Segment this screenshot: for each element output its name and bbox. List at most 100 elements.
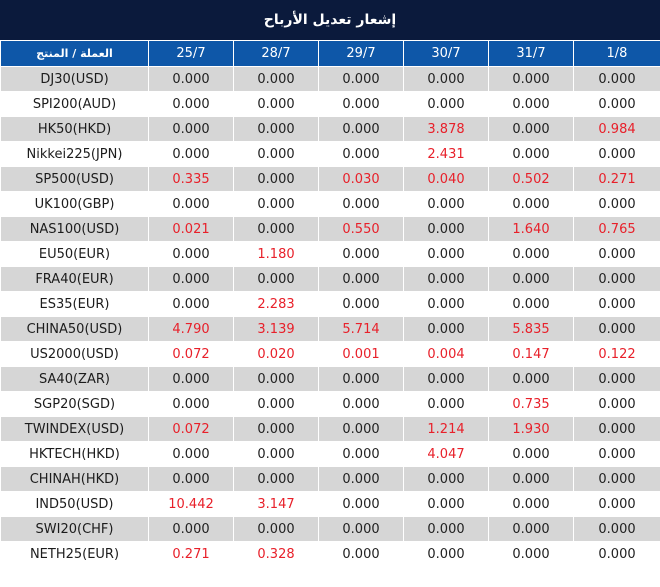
- value-cell: 0.000: [488, 541, 574, 567]
- table-row: EU50(EUR) 0.000 1.180 0.000 0.000 0.000 0.000: [0, 241, 660, 267]
- value-cell: 0.000: [318, 266, 404, 292]
- value-cell: 0.000: [233, 416, 319, 442]
- header-date: 30/7: [403, 40, 489, 67]
- value-cell: 0.000: [488, 291, 574, 317]
- value-cell: 0.000: [233, 66, 319, 92]
- value-cell: 0.000: [318, 391, 404, 417]
- header-date: 1/8: [573, 40, 660, 67]
- header-date: 28/7: [233, 40, 319, 67]
- instrument-cell: NAS100(USD): [0, 216, 149, 242]
- value-cell: 0.000: [233, 116, 319, 142]
- value-cell: 2.283: [233, 291, 319, 317]
- page-title: إشعار تعديل الأرباح: [0, 0, 660, 40]
- value-cell: 0.000: [318, 66, 404, 92]
- value-cell: 0.000: [403, 316, 489, 342]
- value-cell: 0.000: [148, 266, 234, 292]
- value-cell: 0.000: [488, 266, 574, 292]
- instrument-cell: SA40(ZAR): [0, 366, 149, 392]
- table-row: SPI200(AUD) 0.000 0.000 0.000 0.000 0.000 0.00…: [0, 91, 660, 117]
- instrument-cell: US2000(USD): [0, 341, 149, 367]
- value-cell: 0.000: [573, 366, 660, 392]
- header-date: 29/7: [318, 40, 404, 67]
- header-date: 31/7: [488, 40, 574, 67]
- header-instrument: العملة / المنتج: [0, 40, 149, 67]
- value-cell: 1.640: [488, 216, 574, 242]
- value-cell: 0.000: [488, 516, 574, 542]
- instrument-cell: SP500(USD): [0, 166, 149, 192]
- value-cell: 0.000: [573, 441, 660, 467]
- value-cell: 0.000: [573, 266, 660, 292]
- table-body: DJ30(USD) 0.000 0.000 0.000 0.000 0.000 0.000 S…: [0, 66, 660, 567]
- value-cell: 0.000: [488, 191, 574, 217]
- table-row: SWI20(CHF) 0.000 0.000 0.000 0.000 0.000 0.000: [0, 516, 660, 542]
- table-row: NETH25(EUR) 0.271 0.328 0.000 0.000 0.000 0.00…: [0, 541, 660, 567]
- table-row: CHINAH(HKD) 0.000 0.000 0.000 0.000 0.000 0.00…: [0, 466, 660, 492]
- value-cell: 0.000: [148, 141, 234, 167]
- value-cell: 0.000: [233, 366, 319, 392]
- value-cell: 0.000: [233, 91, 319, 117]
- value-cell: 0.271: [573, 166, 660, 192]
- value-cell: 0.000: [403, 266, 489, 292]
- instrument-cell: Nikkei225(JPN): [0, 141, 149, 167]
- value-cell: 0.000: [148, 516, 234, 542]
- value-cell: 0.000: [233, 391, 319, 417]
- value-cell: 0.000: [318, 416, 404, 442]
- value-cell: 0.335: [148, 166, 234, 192]
- value-cell: 0.000: [403, 66, 489, 92]
- value-cell: 0.328: [233, 541, 319, 567]
- table-row: NAS100(USD) 0.021 0.000 0.550 0.000 1.640 0.76…: [0, 216, 660, 242]
- value-cell: 4.047: [403, 441, 489, 467]
- table-row: HK50(HKD) 0.000 0.000 0.000 3.878 0.000 0.984: [0, 116, 660, 142]
- value-cell: 0.000: [573, 91, 660, 117]
- value-cell: 0.000: [318, 291, 404, 317]
- value-cell: 0.000: [233, 466, 319, 492]
- instrument-cell: NETH25(EUR): [0, 541, 149, 567]
- value-cell: 0.000: [573, 141, 660, 167]
- value-cell: 0.000: [148, 391, 234, 417]
- value-cell: 0.000: [233, 191, 319, 217]
- header-date: 25/7: [148, 40, 234, 67]
- value-cell: 0.000: [403, 541, 489, 567]
- value-cell: 0.000: [403, 516, 489, 542]
- value-cell: 0.735: [488, 391, 574, 417]
- value-cell: 0.000: [403, 191, 489, 217]
- table-row: FRA40(EUR) 0.000 0.000 0.000 0.000 0.000 0.000: [0, 266, 660, 292]
- value-cell: 0.000: [573, 516, 660, 542]
- value-cell: 0.000: [488, 491, 574, 517]
- value-cell: 10.442: [148, 491, 234, 517]
- value-cell: 1.180: [233, 241, 319, 267]
- value-cell: 3.878: [403, 116, 489, 142]
- value-cell: 0.000: [573, 491, 660, 517]
- value-cell: 4.790: [148, 316, 234, 342]
- instrument-cell: TWINDEX(USD): [0, 416, 149, 442]
- value-cell: 0.000: [573, 466, 660, 492]
- value-cell: 0.000: [318, 241, 404, 267]
- value-cell: 0.122: [573, 341, 660, 367]
- value-cell: 0.000: [233, 516, 319, 542]
- value-cell: 0.000: [403, 241, 489, 267]
- value-cell: 0.502: [488, 166, 574, 192]
- value-cell: 0.001: [318, 341, 404, 367]
- value-cell: 0.000: [403, 366, 489, 392]
- table-header-row: العملة / المنتج 25/7 28/7 29/7 30/7 31/7…: [0, 40, 660, 67]
- value-cell: 3.147: [233, 491, 319, 517]
- instrument-cell: SWI20(CHF): [0, 516, 149, 542]
- table-row: SGP20(SGD) 0.000 0.000 0.000 0.000 0.735 0.000: [0, 391, 660, 417]
- value-cell: 0.765: [573, 216, 660, 242]
- instrument-cell: HKTECH(HKD): [0, 441, 149, 467]
- value-cell: 1.930: [488, 416, 574, 442]
- instrument-cell: SPI200(AUD): [0, 91, 149, 117]
- table-row: Nikkei225(JPN) 0.000 0.000 0.000 2.431 0.000 0…: [0, 141, 660, 167]
- instrument-cell: HK50(HKD): [0, 116, 149, 142]
- value-cell: 0.000: [318, 541, 404, 567]
- table-row: HKTECH(HKD) 0.000 0.000 0.000 4.047 0.000 0.00…: [0, 441, 660, 467]
- value-cell: 0.020: [233, 341, 319, 367]
- value-cell: 0.000: [318, 491, 404, 517]
- value-cell: 0.000: [148, 91, 234, 117]
- value-cell: 1.214: [403, 416, 489, 442]
- instrument-cell: EU50(EUR): [0, 241, 149, 267]
- value-cell: 0.000: [573, 416, 660, 442]
- value-cell: 0.000: [318, 116, 404, 142]
- value-cell: 0.000: [488, 116, 574, 142]
